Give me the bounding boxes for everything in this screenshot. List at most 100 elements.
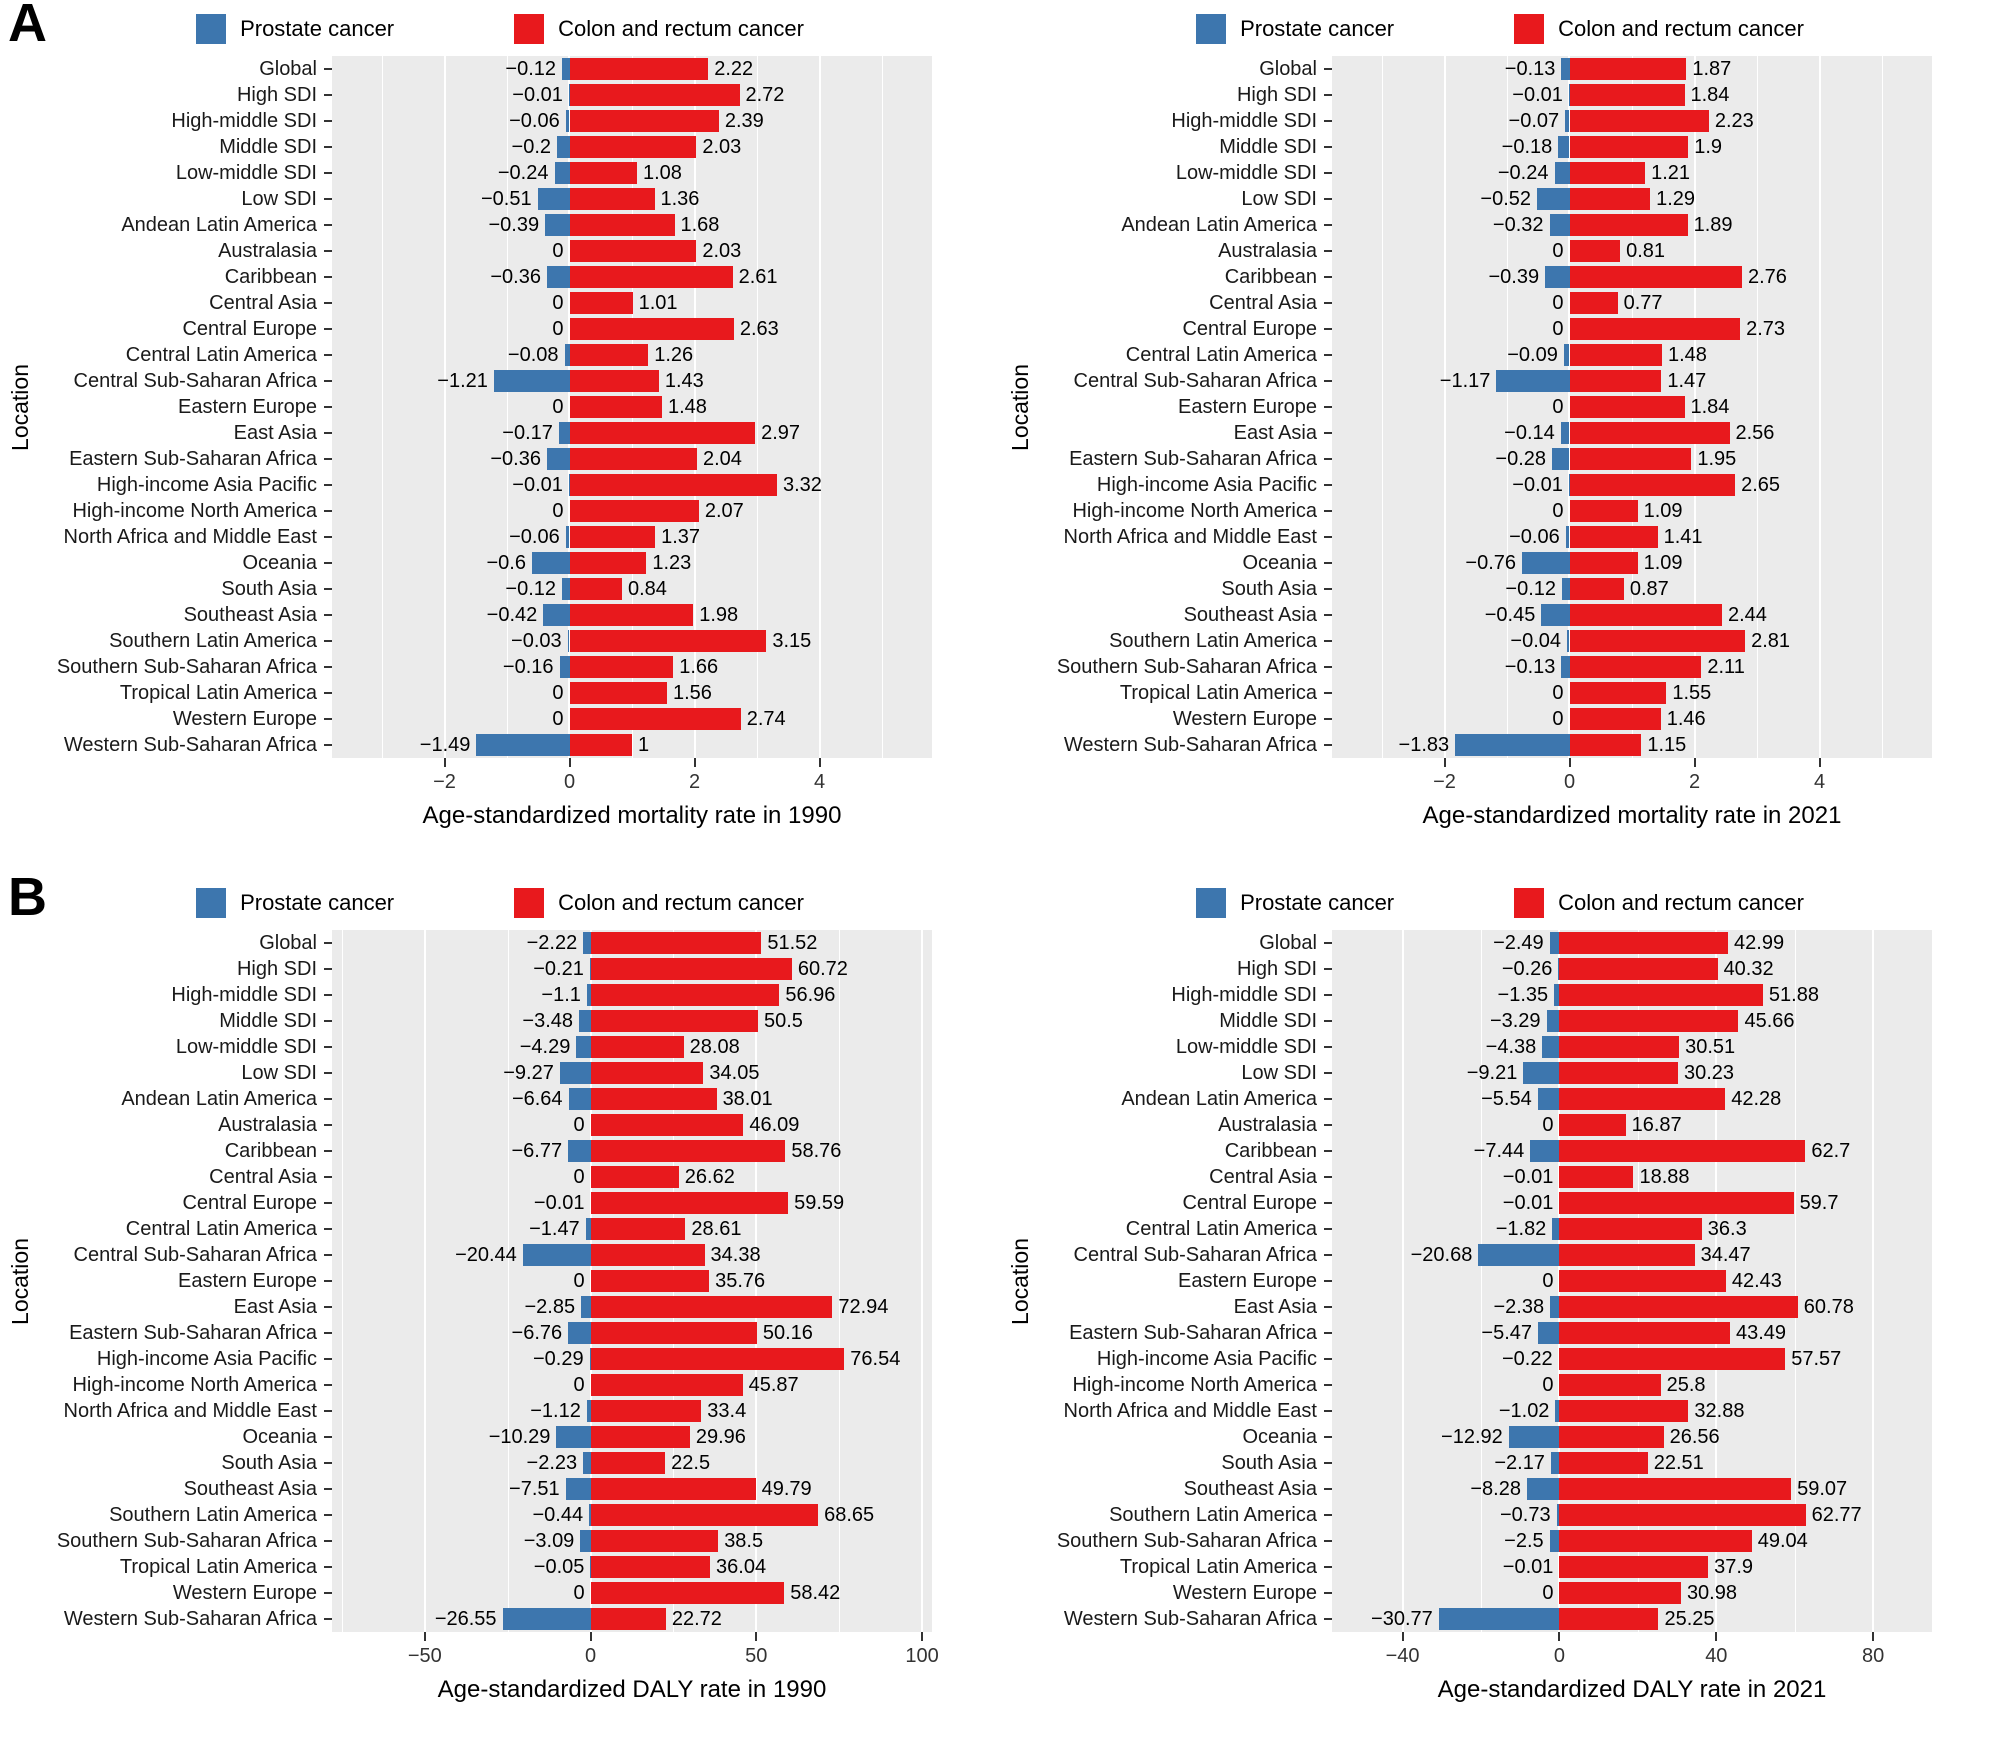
prostate-value-label: −1.35 [1497, 984, 1549, 1006]
colorectal-value-label: 42.28 [1731, 1088, 1782, 1110]
colorectal-value-label: 45.87 [748, 1374, 799, 1396]
colorectal-value-label: 1.23 [652, 552, 692, 574]
prostate-bar [583, 932, 591, 954]
prostate-value-label: −0.39 [1488, 266, 1540, 288]
major-gridline [1872, 930, 1875, 1632]
plot-panel: −2.22 51.52 −0.21 60.72 −1.1 56.96 −3.48 50.5 −4… [332, 930, 932, 1632]
x-axis-tick [1401, 1632, 1404, 1641]
y-tick-row: High‑income North America [1040, 1372, 1332, 1398]
colorectal-value-label: 2.04 [703, 448, 742, 470]
colorectal-bar [1559, 1036, 1680, 1058]
colorectal-bar [590, 1166, 679, 1188]
colorectal-value-label: 49.79 [761, 1478, 812, 1500]
prostate-swatch-icon [1196, 888, 1227, 918]
colorectal-swatch-icon [514, 888, 545, 918]
colorectal-value-label: 1.87 [1692, 58, 1732, 80]
y-tick-row: Eastern Sub‑Saharan Africa [40, 446, 332, 472]
y-axis-tick [1324, 68, 1332, 70]
minor-gridline [1382, 56, 1383, 758]
prostate-value-label: −9.21 [1466, 1062, 1518, 1084]
y-tick-label: Southern Latin America [109, 1503, 317, 1526]
y-axis-tick [324, 1176, 332, 1178]
y-tick-row: High‑income Asia Pacific [1040, 472, 1332, 498]
y-tick-row: Caribbean [40, 1138, 332, 1164]
y-axis-tick [1324, 484, 1332, 486]
prostate-bar [502, 1608, 591, 1630]
colorectal-value-label: 0.87 [1629, 578, 1669, 600]
y-tick-label: Western Sub‑Saharan Africa [1063, 1607, 1317, 1630]
y-axis: Global High SDI High‑middle SDI Middle SDI L… [1040, 56, 1332, 758]
y-tick-row: East Asia [40, 1294, 332, 1320]
y-tick-row: High‑income North America [40, 1372, 332, 1398]
major-gridline [921, 930, 924, 1632]
major-gridline [818, 56, 821, 758]
colorectal-bar [1569, 656, 1702, 678]
colorectal-value-label: 60.78 [1803, 1296, 1854, 1318]
colorectal-value-label: 22.5 [671, 1452, 711, 1474]
colorectal-bar [569, 370, 659, 392]
y-tick-label: Australasia [218, 1113, 317, 1136]
prostate-bar [586, 1400, 591, 1422]
y-tick-label: Central Sub‑Saharan Africa [73, 1243, 317, 1266]
colorectal-value-label: 22.72 [671, 1608, 722, 1630]
colorectal-bar [590, 1062, 704, 1084]
chart-daly-1990: Prostate cancer Colon and rectum cancer … [0, 874, 1000, 1748]
colorectal-bar [1569, 110, 1709, 132]
colorectal-value-label: 2.39 [724, 110, 764, 132]
colorectal-value-label: 26.56 [1669, 1426, 1720, 1448]
colorectal-bar [590, 1608, 666, 1630]
prostate-bar [568, 84, 570, 106]
prostate-bar [1555, 1400, 1560, 1422]
y-axis-tick [1324, 1150, 1332, 1152]
y-tick-label: North Africa and Middle East [1063, 1399, 1317, 1422]
colorectal-bar [590, 932, 762, 954]
colorectal-bar [1559, 1088, 1726, 1110]
y-tick-row: Eastern Sub‑Saharan Africa [1040, 1320, 1332, 1346]
x-axis-title: Age-standardized DALY rate in 1990 [437, 1676, 827, 1703]
prostate-bar [1549, 932, 1560, 954]
colorectal-value-label: 43.49 [1736, 1322, 1787, 1344]
y-axis-tick [324, 1566, 332, 1568]
colorectal-value-label: 45.66 [1744, 1010, 1795, 1032]
y-tick-row: Southern Sub‑Saharan Africa [1040, 1528, 1332, 1554]
colorectal-bar [1559, 1374, 1661, 1396]
y-axis-tick [1324, 562, 1332, 564]
y-tick-row: Low SDI [40, 186, 332, 212]
prostate-value-label: −1.17 [1439, 370, 1491, 392]
colorectal-bar [1559, 958, 1718, 980]
legend-label-prostate: Prostate cancer [240, 16, 395, 41]
x-tick-label: 50 [745, 1645, 768, 1667]
y-tick-row: Low‑middle SDI [40, 1034, 332, 1060]
y-tick-label: Eastern Sub‑Saharan Africa [1069, 1321, 1317, 1344]
y-axis-tick [324, 640, 332, 642]
y-axis-tick [1324, 1410, 1332, 1412]
panel-a-label: A [8, 0, 47, 53]
x-tick-label: 0 [563, 771, 576, 793]
y-tick-row: High‑income Asia Pacific [40, 472, 332, 498]
colorectal-bar [569, 136, 697, 158]
prostate-value-label: −0.21 [533, 958, 584, 980]
y-tick-label: Australasia [218, 239, 317, 262]
y-tick-label: Southern Latin America [1109, 1503, 1317, 1526]
y-tick-label: East Asia [1233, 1295, 1317, 1318]
legend-item-colorectal: Colon and rectum cancer [1514, 888, 1804, 918]
y-tick-row: Low‑middle SDI [1040, 160, 1332, 186]
y-tick-row: Andean Latin America [40, 212, 332, 238]
y-tick-label: Low‑middle SDI [175, 161, 317, 184]
y-tick-row: High‑middle SDI [1040, 982, 1332, 1008]
colorectal-value-label: 57.57 [1791, 1348, 1842, 1370]
y-tick-row: North Africa and Middle East [1040, 1398, 1332, 1424]
colorectal-value-label: 42.43 [1731, 1270, 1782, 1292]
y-axis-tick [324, 1540, 332, 1542]
y-tick-label: Southern Sub‑Saharan Africa [1056, 655, 1317, 678]
colorectal-value-label: 1.48 [668, 396, 707, 418]
colorectal-value-label: 36.3 [1707, 1218, 1747, 1240]
legend-label-colorectal: Colon and rectum cancer [558, 16, 804, 41]
y-tick-label: Western Europe [172, 1581, 317, 1604]
x-axis-tick [589, 1632, 592, 1641]
y-tick-label: Central Latin America [125, 343, 317, 366]
x-axis: −2 0 2 4 [332, 758, 932, 802]
prostate-value-label: −0.42 [486, 604, 538, 626]
x-axis: −50 0 50 100 [332, 1632, 939, 1676]
x-axis-tick [1443, 758, 1446, 767]
